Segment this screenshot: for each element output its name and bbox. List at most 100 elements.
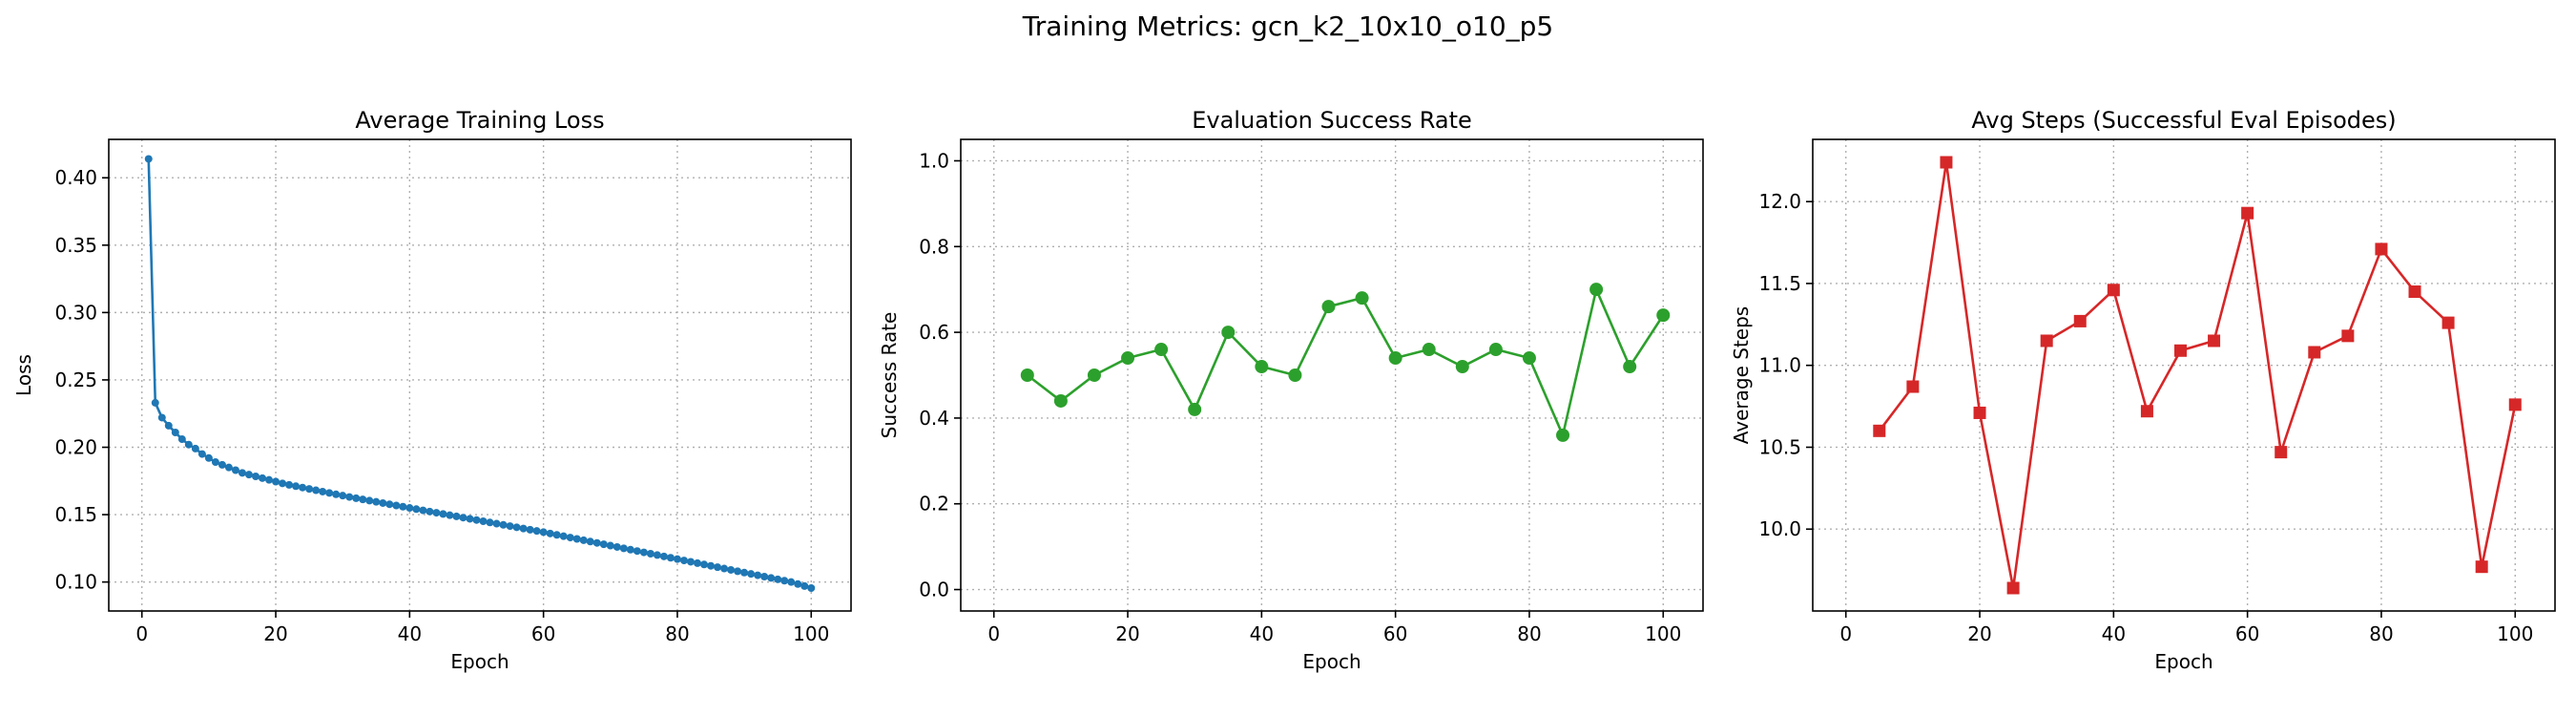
data-point bbox=[265, 475, 274, 484]
x-tick-label: 20 bbox=[1115, 622, 1139, 645]
y-axis-label: Success Rate bbox=[878, 312, 901, 439]
x-tick-label: 40 bbox=[2102, 622, 2126, 645]
data-point bbox=[1355, 291, 1369, 305]
y-tick-label: 0.20 bbox=[54, 436, 97, 459]
data-point bbox=[439, 510, 447, 518]
data-point bbox=[1623, 360, 1637, 374]
x-tick-label: 0 bbox=[1839, 622, 1852, 645]
data-point bbox=[151, 398, 159, 407]
data-point bbox=[426, 507, 434, 516]
data-point bbox=[1288, 369, 1302, 382]
data-point bbox=[720, 564, 729, 573]
data-point bbox=[1973, 406, 1986, 419]
data-point bbox=[613, 542, 621, 551]
data-point bbox=[546, 529, 554, 537]
data-point bbox=[512, 523, 521, 532]
x-axis-label: Epoch bbox=[2154, 650, 2212, 673]
data-point bbox=[747, 570, 756, 579]
data-point bbox=[754, 571, 762, 579]
data-point bbox=[2140, 405, 2153, 418]
subplot-title: Evaluation Success Rate bbox=[1192, 107, 1472, 134]
data-point bbox=[2375, 242, 2388, 256]
grid-lines bbox=[1813, 139, 2555, 611]
data-point bbox=[244, 471, 253, 479]
data-point bbox=[279, 479, 287, 488]
grid-lines bbox=[109, 139, 851, 611]
x-tick-label: 100 bbox=[793, 622, 829, 645]
data-point bbox=[352, 494, 361, 502]
x-axis-label: Epoch bbox=[1302, 650, 1361, 673]
data-point bbox=[446, 511, 454, 519]
data-point bbox=[285, 480, 294, 489]
data-point bbox=[727, 565, 736, 574]
y-tick-label: 10.5 bbox=[1758, 435, 1801, 458]
data-point bbox=[2107, 284, 2120, 297]
data-point bbox=[379, 498, 387, 507]
data-point bbox=[659, 552, 668, 560]
data-point bbox=[633, 547, 641, 556]
data-point bbox=[339, 492, 347, 500]
data-point bbox=[459, 514, 467, 522]
data-point bbox=[714, 563, 722, 572]
x-tick-label: 80 bbox=[665, 622, 689, 645]
y-tick-label: 11.5 bbox=[1758, 272, 1801, 295]
data-point bbox=[592, 538, 601, 547]
series bbox=[144, 155, 816, 593]
subplot-title: Avg Steps (Successful Eval Episodes) bbox=[1971, 107, 2396, 134]
data-point bbox=[392, 501, 401, 510]
data-point bbox=[272, 477, 280, 486]
data-point bbox=[157, 413, 166, 422]
y-tick-label: 0.0 bbox=[919, 579, 949, 601]
data-point bbox=[164, 421, 173, 430]
y-tick-label: 0.15 bbox=[54, 503, 97, 526]
data-point bbox=[1522, 351, 1536, 366]
data-point bbox=[359, 495, 367, 504]
data-point bbox=[292, 482, 301, 491]
data-point bbox=[2341, 329, 2355, 343]
x-tick-label: 20 bbox=[1967, 622, 1991, 645]
data-point bbox=[2241, 206, 2254, 220]
data-point bbox=[686, 558, 695, 566]
data-point bbox=[1906, 380, 1920, 393]
y-axis-label: Average Steps bbox=[1730, 306, 1753, 444]
data-point bbox=[693, 558, 701, 567]
data-point bbox=[552, 531, 561, 539]
data-point bbox=[372, 497, 381, 506]
data-point bbox=[1221, 326, 1236, 340]
data-point bbox=[506, 522, 514, 531]
data-point bbox=[472, 516, 481, 524]
data-point bbox=[707, 561, 716, 570]
data-point bbox=[231, 466, 239, 474]
y-tick-label: 11.0 bbox=[1758, 354, 1801, 377]
data-point bbox=[479, 516, 488, 525]
data-point bbox=[532, 527, 541, 536]
data-point bbox=[1255, 360, 1269, 374]
data-point bbox=[653, 551, 661, 559]
data-point bbox=[1488, 343, 1503, 357]
y-tick-label: 0.6 bbox=[919, 321, 949, 344]
data-point bbox=[1188, 402, 1202, 416]
data-point bbox=[177, 435, 186, 444]
data-point bbox=[734, 567, 742, 576]
x-tick-label: 40 bbox=[1250, 622, 1274, 645]
data-point bbox=[526, 525, 534, 534]
data-point bbox=[559, 532, 568, 540]
data-point bbox=[419, 506, 427, 515]
plot-frame bbox=[1812, 138, 2556, 612]
x-tick-label: 80 bbox=[2369, 622, 2393, 645]
x-tick-label: 0 bbox=[987, 622, 1000, 645]
data-point bbox=[1388, 351, 1402, 366]
data-point bbox=[238, 469, 246, 477]
y-tick-label: 0.4 bbox=[919, 407, 949, 430]
x-tick-label: 20 bbox=[263, 622, 287, 645]
subplot-success-rate: Evaluation Success Rate Epoch Success Ra… bbox=[878, 107, 1704, 673]
data-point bbox=[807, 584, 816, 593]
x-tick-label: 0 bbox=[135, 622, 148, 645]
data-point bbox=[1940, 156, 1953, 169]
data-point bbox=[452, 512, 461, 520]
x-tick-label: 80 bbox=[1517, 622, 1541, 645]
subplot-avg-steps: Avg Steps (Successful Eval Episodes) Epo… bbox=[1730, 107, 2556, 673]
data-point bbox=[259, 474, 267, 482]
y-tick-label: 0.40 bbox=[54, 166, 97, 189]
